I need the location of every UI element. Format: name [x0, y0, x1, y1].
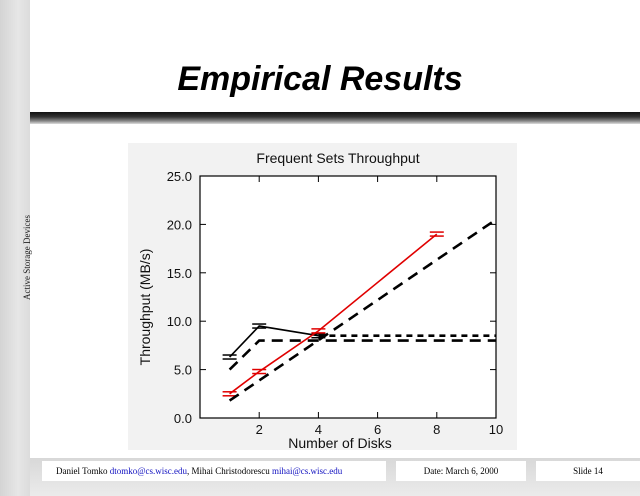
- x-tick-label: 2: [256, 422, 263, 437]
- email-link-2[interactable]: mihai@cs.wisc.edu: [271, 466, 343, 476]
- side-label: Active Storage Devices: [22, 215, 32, 300]
- x-tick-label: 6: [374, 422, 381, 437]
- x-axis-label: Number of Disks: [288, 435, 391, 450]
- series-1-line: [229, 325, 319, 358]
- left-sidebar-strip: Active Storage Devices: [0, 0, 32, 496]
- plot-frame: [199, 175, 497, 419]
- y-tick-label: 5.0: [174, 363, 192, 378]
- author-2: Mihai Christodorescu: [191, 466, 270, 476]
- footer-date: Date: March 6, 2000: [396, 461, 526, 481]
- y-tick-label: 15.0: [167, 266, 192, 281]
- y-tick-label: 25.0: [167, 169, 192, 184]
- y-axis-label: Throughput (MB/s): [137, 249, 153, 366]
- y-tick-label: 10.0: [167, 314, 192, 329]
- y-tick-label: 0.0: [174, 411, 192, 426]
- footer-authors: Daniel Tomko dtomko@cs.wisc.edu, Mihai C…: [42, 461, 386, 481]
- footer-slide-number: Slide 14: [536, 461, 640, 481]
- series-2-line: [229, 233, 438, 395]
- chart-title: Frequent Sets Throughput: [256, 150, 419, 166]
- email-link-1[interactable]: dtomko@cs.wisc.edu: [109, 466, 187, 476]
- x-tick-label: 8: [433, 422, 440, 437]
- slide-footer: Daniel Tomko dtomko@cs.wisc.edu, Mihai C…: [30, 458, 640, 496]
- throughput-chart: Frequent Sets Throughput 0.0 5.0 10.0 15.0 20…: [137, 150, 503, 450]
- x-tick-label: 4: [315, 422, 322, 437]
- x-tick-label: 10: [489, 422, 503, 437]
- author-separator: ,: [186, 466, 192, 476]
- author-1: Daniel Tomko: [56, 466, 108, 476]
- y-tick-label: 20.0: [167, 217, 192, 232]
- slide-title: Empirical Results: [177, 60, 463, 98]
- series-4-line: [228, 339, 496, 371]
- title-divider: [30, 112, 640, 124]
- chart-panel: Frequent Sets Throughput 0.0 5.0 10.0 15.0 20…: [128, 143, 517, 450]
